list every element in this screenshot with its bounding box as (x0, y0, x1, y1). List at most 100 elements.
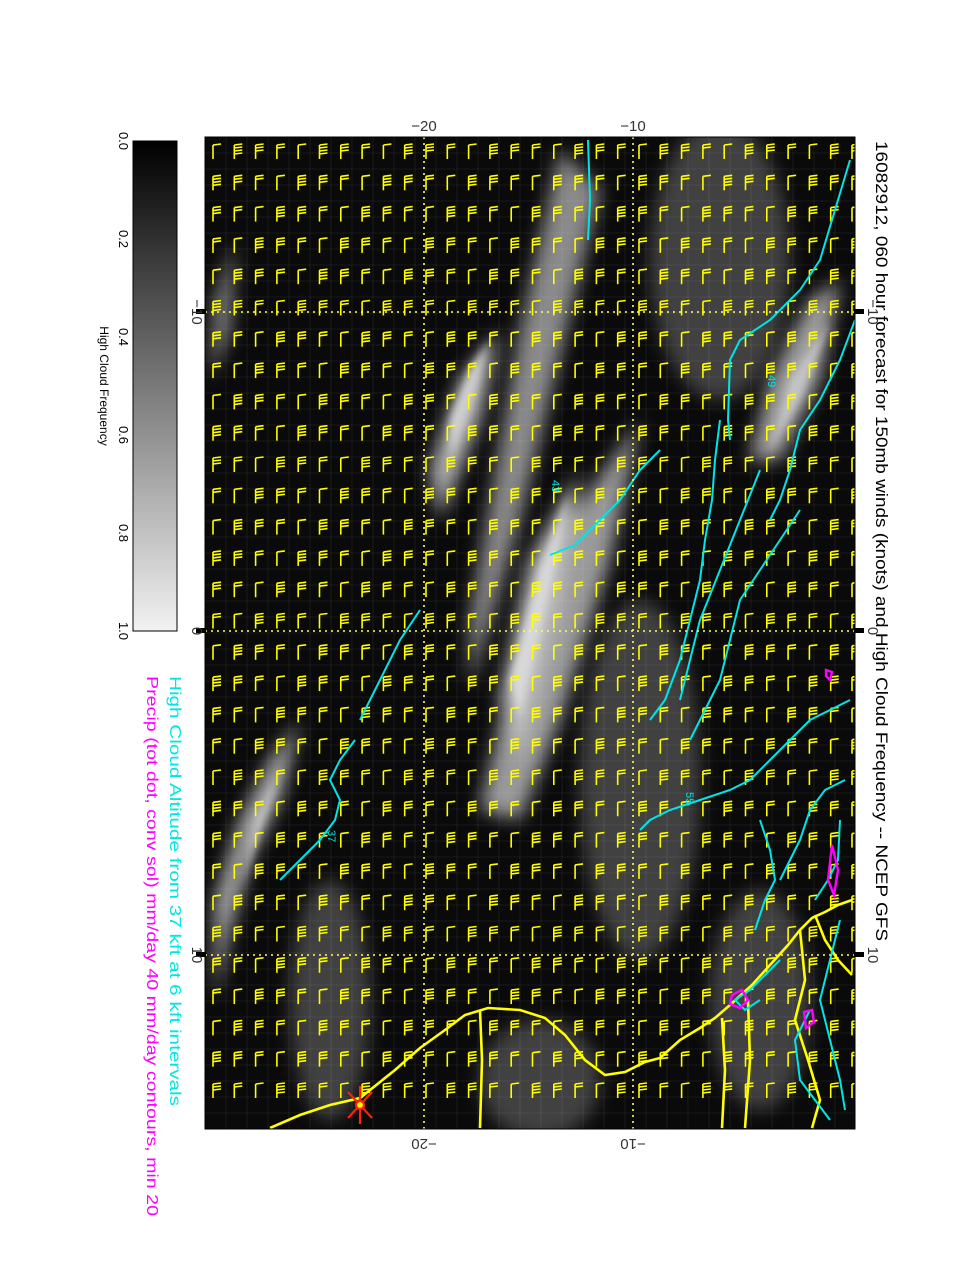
wind-barb (403, 424, 413, 441)
coastline-inland-river-b (720, 1017, 727, 1129)
wind-barb (638, 1082, 648, 1098)
wind-barb (829, 644, 839, 660)
cyan-contour-3 (769, 319, 855, 521)
wind-barb (851, 988, 855, 1005)
wind-barb (425, 174, 435, 191)
wind-barb (361, 487, 371, 504)
wind-barb (680, 957, 690, 973)
wind-barb (595, 894, 605, 911)
wind-barb (254, 487, 264, 504)
wind-barb (744, 612, 754, 629)
wind-barb (616, 456, 626, 472)
wind-barb (254, 988, 264, 1005)
wind-barb (574, 299, 584, 316)
wind-barb (638, 174, 648, 191)
wind-barb (339, 644, 349, 660)
wind-barb (339, 143, 349, 159)
wind-barb (616, 894, 626, 911)
wind-barb (723, 737, 733, 754)
wind-barb (574, 581, 584, 598)
wind-barb (531, 456, 541, 472)
wind-barb (425, 1082, 435, 1098)
wind-barb (765, 1082, 775, 1098)
wind-barb (616, 737, 626, 754)
wind-barb (361, 205, 371, 222)
right-tick-0: 0 (864, 627, 881, 635)
wind-barb (339, 393, 349, 410)
wind-barb (403, 644, 413, 660)
wind-barb (403, 988, 413, 1005)
wind-barb (680, 456, 690, 472)
wind-barb (616, 268, 626, 285)
wind-barb (808, 644, 818, 660)
wind-barb (467, 205, 477, 222)
wind-barb (744, 957, 754, 973)
wind-barb (212, 237, 222, 253)
wind-barb (744, 894, 754, 911)
wind-barb (425, 988, 435, 1005)
wind-barb (212, 487, 222, 504)
wind-barb (403, 393, 413, 410)
wind-barb (297, 1050, 307, 1067)
wind-barb (297, 644, 307, 660)
wind-barb (254, 268, 264, 285)
wind-barb (531, 769, 541, 785)
cyan-contour-13 (733, 959, 781, 1012)
wind-barb (425, 831, 435, 848)
wind-barb (552, 393, 562, 410)
wind-barb (276, 550, 285, 566)
wind-barb (765, 174, 775, 191)
wind-barb (680, 706, 690, 723)
wind-barb (829, 550, 839, 566)
wind-barb (765, 644, 775, 660)
wind-barb (276, 237, 285, 253)
wind-barb (276, 518, 285, 535)
wind-barb (318, 957, 328, 973)
wind-barb (659, 957, 669, 973)
wind-barb (552, 863, 562, 879)
wind-barb (233, 331, 243, 347)
wind-barb (425, 769, 435, 785)
wind-barb (851, 488, 855, 504)
wind-barb (851, 550, 855, 566)
wind-barb (233, 1019, 243, 1036)
wind-barb (297, 863, 307, 879)
wind-barb (382, 550, 392, 566)
contour-label-49: 49 (765, 375, 777, 387)
wind-barb (702, 456, 711, 472)
wind-barb (659, 581, 669, 598)
wind-barb (276, 988, 285, 1005)
cyan-contour-6 (679, 469, 761, 701)
wind-barb (659, 237, 669, 253)
wind-barb (510, 925, 520, 942)
wind-barb (233, 894, 243, 911)
wind-barb (595, 769, 605, 785)
wind-barb (339, 737, 349, 754)
wind-barb (339, 1050, 349, 1067)
wind-barb (489, 299, 498, 316)
contour-label-55: 55 (683, 792, 695, 804)
wind-barb (446, 456, 456, 472)
wind-barb (425, 706, 435, 723)
wind-barb (851, 331, 855, 347)
wind-barb (489, 424, 498, 441)
wind-barb (403, 550, 413, 566)
wind-barb (276, 424, 285, 441)
wind-barb (339, 550, 349, 566)
wind-barb (212, 143, 222, 159)
wind-barb (361, 800, 371, 817)
wind-barb (638, 550, 648, 566)
wind-barb (403, 581, 413, 598)
wind-barb (808, 205, 818, 222)
wind-barb (467, 675, 477, 692)
wind-barb (829, 331, 839, 347)
wind-barb (510, 612, 520, 629)
wind-barb (574, 1019, 584, 1036)
wind-barb (851, 1051, 855, 1067)
wind-barb (212, 925, 222, 942)
wind-barb (616, 831, 626, 848)
wind-barb (425, 863, 435, 879)
wind-barb (489, 331, 498, 347)
wind-barb (531, 957, 541, 973)
wind-barb (744, 268, 754, 285)
